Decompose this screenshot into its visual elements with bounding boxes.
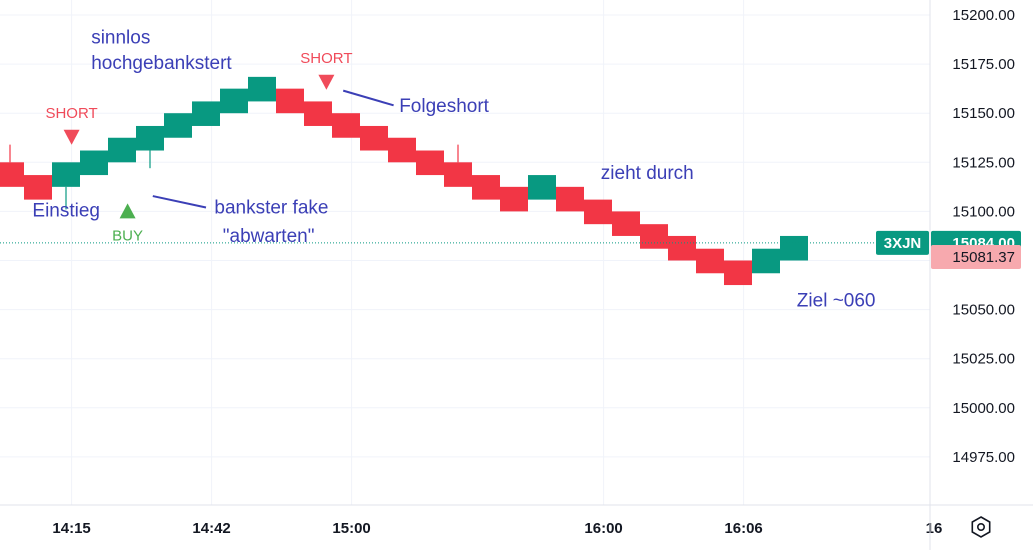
y-tick-label: 14975.00 xyxy=(952,449,1015,466)
symbol-tag-bg xyxy=(876,230,929,255)
renko-brick-down xyxy=(640,224,668,249)
renko-brick-down xyxy=(612,211,640,236)
renko-brick-down xyxy=(24,175,52,200)
renko-brick-up xyxy=(248,76,276,102)
renko-brick-up xyxy=(192,101,220,126)
renko-brick-down xyxy=(584,199,612,225)
y-tick-label: 15175.00 xyxy=(952,56,1015,73)
renko-brick-down xyxy=(332,113,360,138)
renko-brick-down xyxy=(444,162,472,187)
settings-hexagon-icon xyxy=(971,516,991,538)
short-signal-label: SHORT xyxy=(45,105,97,122)
annotation-text: "abwarten" xyxy=(223,226,315,247)
annotation-text: Einstieg xyxy=(32,200,100,221)
y-tick-label: 15125.00 xyxy=(952,154,1015,171)
x-tick-label: 16:00 xyxy=(584,520,622,537)
renko-brick-down xyxy=(416,150,444,176)
annotation-text: hochgebankstert xyxy=(91,53,232,74)
renko-brick-down xyxy=(304,101,332,126)
x-tick-label: 14:15 xyxy=(52,520,90,537)
renko-brick-up xyxy=(528,175,556,200)
x-tick-label: 16:06 xyxy=(724,520,762,537)
buy-signal-marker xyxy=(119,203,136,219)
renko-brick-down xyxy=(472,175,500,200)
renko-brick-up xyxy=(220,88,248,114)
x-tick-label: 15:00 xyxy=(332,520,370,537)
renko-brick-up xyxy=(780,235,808,261)
short-signal-label: SHORT xyxy=(300,50,352,67)
renko-brick-down xyxy=(276,88,304,114)
renko-brick-down xyxy=(556,186,584,212)
chart-settings-button[interactable] xyxy=(968,514,994,540)
buy-signal-label: BUY xyxy=(112,227,143,244)
annotation-text: sinnlos xyxy=(91,27,150,48)
short-signal-marker xyxy=(318,74,335,90)
y-tick-label: 15050.00 xyxy=(952,302,1015,319)
renko-brick-up xyxy=(80,150,108,176)
y-tick-label: 15000.00 xyxy=(952,400,1015,417)
renko-brick-up xyxy=(52,162,80,187)
renko-brick-down xyxy=(500,186,528,212)
y-tick-label: 15025.00 xyxy=(952,351,1015,368)
y-tick-label: 15100.00 xyxy=(952,203,1015,220)
renko-brick-down xyxy=(0,162,24,187)
y-tick-label: 15150.00 xyxy=(952,105,1015,122)
y-tick-label: 15200.00 xyxy=(952,7,1015,24)
renko-brick-down xyxy=(696,248,724,274)
renko-brick-up xyxy=(164,113,192,138)
annotation-arrow-line xyxy=(342,89,394,107)
renko-brick-up xyxy=(752,248,780,274)
renko-brick-down xyxy=(360,125,388,151)
symbol-tag-label: 3XJN xyxy=(884,235,922,252)
x-tick-label: 16 xyxy=(926,520,943,537)
annotation-text: bankster fake xyxy=(214,197,328,218)
annotation-text: zieht durch xyxy=(601,163,694,184)
renko-brick-down xyxy=(724,260,752,286)
renko-brick-up xyxy=(108,137,136,163)
x-tick-label: 14:42 xyxy=(192,520,230,537)
secondary-price-label-bg xyxy=(931,244,1021,269)
renko-brick-down xyxy=(388,137,416,163)
annotation-text: Folgeshort xyxy=(399,96,489,117)
annotation-arrow-line xyxy=(152,195,207,209)
renko-brick-down xyxy=(668,235,696,261)
renko-brick-up xyxy=(136,125,164,151)
short-signal-marker xyxy=(63,129,80,145)
annotation-text: Ziel ~060 xyxy=(797,291,876,312)
secondary-price-label: 15081.37 xyxy=(952,249,1015,266)
